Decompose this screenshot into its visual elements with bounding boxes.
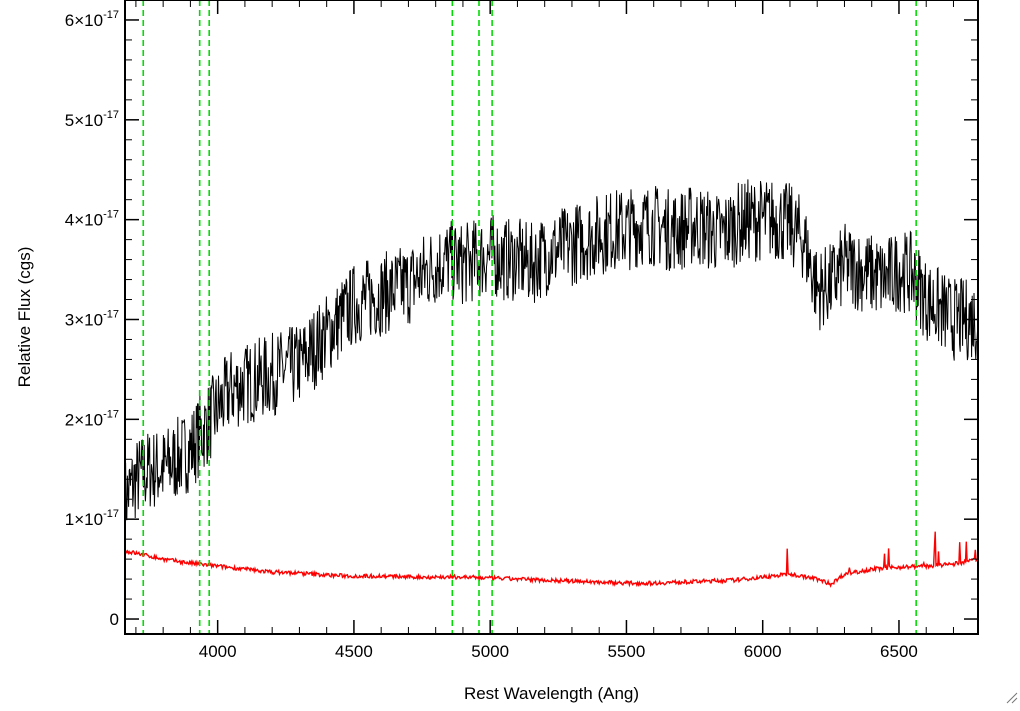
- resize-grip-icon[interactable]: [1004, 690, 1018, 704]
- y-tick-label: 3×10-17: [65, 308, 119, 329]
- series-1-line: [125, 531, 978, 588]
- y-axis-title: Relative Flux (cgs): [15, 247, 34, 388]
- y-tick-label: 2×10-17: [65, 408, 119, 429]
- x-tick-label: 6000: [744, 642, 782, 661]
- y-tick-label: 6×10-17: [65, 9, 119, 30]
- y-tick-label: 4×10-17: [65, 209, 119, 230]
- y-tick-label: 0: [110, 610, 119, 629]
- x-tick-label: 4500: [335, 642, 373, 661]
- series-0-line: [125, 179, 978, 542]
- plot-frame: [124, 0, 979, 635]
- x-tick-label: 6500: [880, 642, 918, 661]
- y-tick-label: 1×10-17: [65, 508, 119, 529]
- x-tick-label: 5000: [471, 642, 509, 661]
- plot-area: [125, 0, 978, 634]
- x-tick-label: 4000: [199, 642, 237, 661]
- x-axis-title: Rest Wavelength (Ang): [464, 684, 639, 703]
- y-tick-label: 5×10-17: [65, 109, 119, 130]
- x-tick-label: 5500: [608, 642, 646, 661]
- plot-border: [124, 0, 979, 635]
- y-axis: 0 1×10-17 2×10-17 3×10-17 4×10-17 5×10-17 6×10…: [65, 9, 978, 629]
- x-axis: 4000 4500 5000 5500 6000 6500: [135, 0, 954, 661]
